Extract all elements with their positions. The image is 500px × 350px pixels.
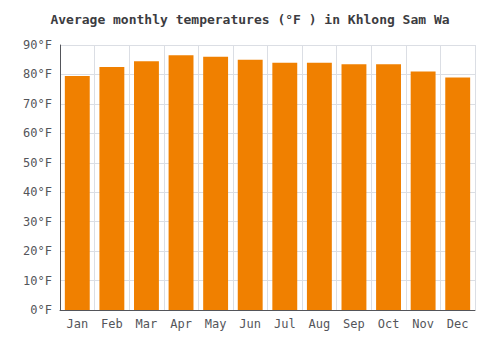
svg-text:Nov: Nov — [412, 317, 434, 331]
svg-text:Sep: Sep — [343, 317, 365, 331]
svg-text:Dec: Dec — [447, 317, 469, 331]
svg-text:Jun: Jun — [239, 317, 261, 331]
svg-text:Apr: Apr — [170, 317, 192, 331]
svg-text:70°F: 70°F — [23, 97, 52, 111]
svg-text:May: May — [205, 317, 227, 331]
svg-text:80°F: 80°F — [23, 67, 52, 81]
svg-text:40°F: 40°F — [23, 185, 52, 199]
svg-text:0°F: 0°F — [30, 303, 52, 317]
svg-text:10°F: 10°F — [23, 274, 52, 288]
svg-text:Feb: Feb — [101, 317, 123, 331]
svg-text:Average monthly temperatures (: Average monthly temperatures (°F ) in Kh… — [50, 12, 449, 27]
svg-text:20°F: 20°F — [23, 244, 52, 258]
svg-text:30°F: 30°F — [23, 215, 52, 229]
svg-text:Jul: Jul — [274, 317, 296, 331]
svg-text:90°F: 90°F — [23, 38, 52, 52]
svg-text:Oct: Oct — [378, 317, 400, 331]
svg-text:Aug: Aug — [309, 317, 331, 331]
svg-text:Jan: Jan — [66, 317, 88, 331]
svg-text:60°F: 60°F — [23, 126, 52, 140]
svg-text:Mar: Mar — [136, 317, 158, 331]
svg-text:50°F: 50°F — [23, 156, 52, 170]
